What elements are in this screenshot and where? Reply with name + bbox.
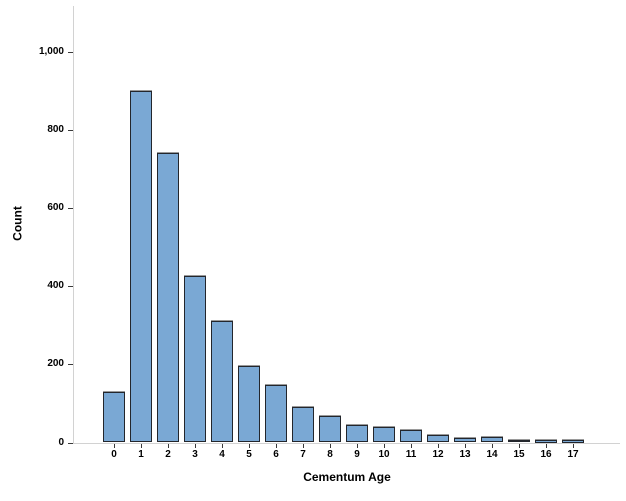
bar-age-7 — [292, 407, 314, 443]
y-tick-label: 0 — [58, 436, 64, 448]
bar-age-14 — [481, 437, 503, 443]
bar-age-6 — [265, 384, 287, 443]
bar-age-10 — [373, 426, 395, 443]
x-tick-mark — [357, 443, 358, 448]
y-axis-line — [73, 6, 74, 444]
y-tick-label: 400 — [47, 280, 64, 292]
x-tick-label: 10 — [378, 448, 390, 460]
y-tick-mark — [68, 286, 73, 288]
x-tick-label: 17 — [567, 448, 579, 460]
x-tick-label: 6 — [273, 448, 279, 460]
bar-age-8 — [319, 415, 341, 443]
x-tick-label: 15 — [513, 448, 525, 460]
x-tick-mark — [384, 443, 385, 448]
x-tick-label: 12 — [432, 448, 444, 460]
x-tick-label: 9 — [354, 448, 360, 460]
bar-age-1 — [130, 90, 152, 443]
bar-age-9 — [346, 424, 368, 443]
y-tick-label: 800 — [47, 123, 64, 135]
y-tick-label: 1,000 — [38, 45, 64, 57]
x-tick-label: 11 — [405, 448, 417, 460]
x-tick-mark — [330, 443, 331, 448]
x-tick-label: 14 — [486, 448, 498, 460]
x-axis-title: Cementum Age — [303, 470, 391, 484]
x-tick-mark — [411, 443, 412, 448]
y-tick-mark — [68, 51, 73, 53]
x-tick-mark — [546, 443, 547, 448]
x-tick-mark — [438, 443, 439, 448]
x-tick-mark — [114, 443, 115, 448]
y-axis-title: Count — [10, 206, 25, 241]
x-tick-mark — [222, 443, 223, 448]
y-tick-mark — [68, 207, 73, 209]
bar-age-15 — [508, 439, 530, 443]
bar-age-5 — [238, 366, 260, 443]
x-tick-label: 13 — [459, 448, 471, 460]
x-tick-mark — [168, 443, 169, 448]
bar-age-3 — [184, 276, 206, 443]
x-tick-mark — [303, 443, 304, 448]
x-tick-label: 1 — [138, 448, 144, 460]
bar-age-12 — [427, 434, 449, 443]
x-axis-line — [73, 442, 620, 444]
x-tick-mark — [573, 443, 574, 448]
x-tick-mark — [465, 443, 466, 448]
x-tick-label: 8 — [327, 448, 333, 460]
x-tick-mark — [195, 443, 196, 448]
y-tick-mark — [68, 129, 73, 131]
x-tick-mark — [141, 443, 142, 448]
bar-age-17 — [562, 440, 584, 443]
bar-age-4 — [211, 321, 233, 443]
x-tick-label: 2 — [165, 448, 171, 460]
x-tick-mark — [492, 443, 493, 448]
x-tick-label: 3 — [192, 448, 198, 460]
y-tick-label: 600 — [47, 201, 64, 213]
y-tick-mark — [68, 442, 73, 444]
bar-age-11 — [400, 429, 422, 443]
y-tick-label: 200 — [47, 358, 64, 370]
x-tick-mark — [276, 443, 277, 448]
x-tick-label: 0 — [111, 448, 117, 460]
x-tick-label: 7 — [300, 448, 306, 460]
x-tick-label: 16 — [540, 448, 552, 460]
x-tick-mark — [519, 443, 520, 448]
x-tick-mark — [249, 443, 250, 448]
y-tick-mark — [68, 364, 73, 366]
bar-age-16 — [535, 440, 557, 443]
bar-age-13 — [454, 437, 476, 443]
bar-age-0 — [103, 391, 125, 443]
x-tick-label: 5 — [246, 448, 252, 460]
bar-age-2 — [157, 153, 179, 443]
x-tick-label: 4 — [219, 448, 225, 460]
